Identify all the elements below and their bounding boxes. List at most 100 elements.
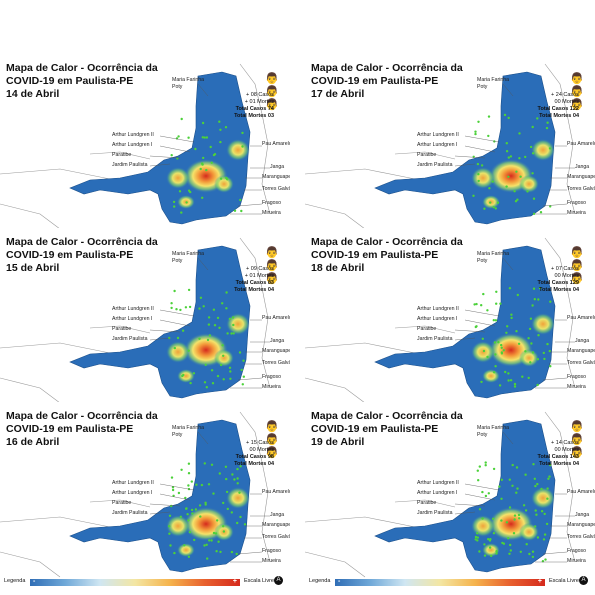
- case-point: [201, 136, 204, 139]
- case-point: [201, 196, 204, 199]
- case-point: [218, 326, 221, 329]
- case-point: [218, 120, 221, 123]
- legend-label: Legenda: [4, 578, 26, 584]
- north-arrow-icon: A: [274, 576, 283, 585]
- place-jardim-paulista: Jardim Paulista: [112, 162, 148, 168]
- case-point: [531, 304, 534, 307]
- place-arthur-lundgren-ii: Arthur Lundgren II: [417, 480, 459, 486]
- new-cases: + 14 Casos: [551, 440, 579, 446]
- case-points: [170, 117, 244, 214]
- case-point: [216, 316, 220, 320]
- case-point: [219, 140, 222, 144]
- case-point: [549, 205, 552, 208]
- place-mirueira: Mirueira: [567, 384, 586, 390]
- case-point: [483, 207, 486, 210]
- place-paratibe: Paratibe: [417, 326, 437, 332]
- case-point: [188, 305, 192, 309]
- case-point: [536, 383, 539, 387]
- place-paratibe: Paratibe: [112, 500, 132, 506]
- case-point: [222, 354, 225, 357]
- case-point: [536, 358, 540, 361]
- case-point: [185, 201, 188, 204]
- total-deaths: Total Mortes 03: [234, 113, 274, 119]
- case-point: [524, 350, 527, 353]
- case-point: [518, 132, 521, 135]
- case-point: [513, 518, 516, 521]
- case-point: [198, 504, 202, 507]
- place-jardim-paulista: Jardim Paulista: [112, 336, 148, 342]
- case-point: [543, 533, 547, 536]
- place-pau-amarelo: Pau Amarelo: [567, 141, 595, 147]
- case-point: [543, 512, 546, 516]
- case-point: [547, 477, 550, 480]
- place-jardim-paulista: Jardim Paulista: [112, 510, 148, 516]
- case-point: [218, 472, 221, 475]
- people-icon: 👨👨👨: [265, 247, 279, 285]
- new-deaths: + 01 Mortes: [244, 99, 274, 105]
- case-point: [532, 197, 536, 200]
- place-poty: Poty: [172, 84, 183, 90]
- place-fragoso: Fragoso: [567, 374, 587, 380]
- case-point: [228, 317, 232, 321]
- heat-map: [0, 411, 271, 578]
- case-point: [519, 550, 522, 553]
- case-point: [531, 172, 534, 175]
- place-fragoso: Fragoso: [262, 200, 282, 206]
- case-point: [496, 201, 500, 204]
- case-point: [507, 537, 510, 540]
- case-point: [241, 383, 244, 386]
- date-text: 14 de Abril: [6, 88, 60, 100]
- case-point: [476, 536, 479, 539]
- case-point: [232, 332, 235, 335]
- case-point: [483, 543, 486, 546]
- case-point: [217, 540, 220, 543]
- place-maranguape: Maranguape I: [262, 348, 290, 354]
- case-point: [486, 309, 489, 312]
- case-point: [193, 538, 196, 542]
- case-point: [510, 316, 513, 320]
- case-point: [505, 185, 508, 188]
- case-point: [222, 525, 225, 528]
- case-point: [208, 539, 211, 542]
- place-mirueira: Mirueira: [262, 210, 281, 216]
- place-maranguape: Maranguape I: [567, 522, 595, 528]
- case-point: [478, 508, 482, 511]
- case-points: [168, 288, 245, 389]
- case-point: [486, 355, 489, 359]
- case-point: [212, 531, 216, 535]
- place-fragoso: Fragoso: [567, 548, 587, 554]
- case-point: [495, 290, 498, 293]
- case-point: [500, 346, 503, 349]
- case-point: [531, 555, 535, 559]
- case-point: [548, 147, 552, 150]
- case-point: [542, 351, 545, 355]
- case-point: [184, 306, 188, 309]
- place-torres-galvao: Torres Galvão: [262, 186, 290, 192]
- leader-lines: [454, 257, 575, 389]
- place-maranguape: Maranguape I: [262, 522, 290, 528]
- case-point: [177, 491, 181, 495]
- case-point: [187, 288, 191, 292]
- case-point: [548, 475, 551, 478]
- map-title: Mapa de Calor - Ocorrência da COVID-19 e…: [6, 236, 176, 275]
- case-point: [507, 372, 510, 375]
- place-pau-amarelo: Pau Amarelo: [567, 315, 595, 321]
- case-point: [516, 198, 519, 201]
- case-point: [211, 382, 215, 385]
- case-point: [176, 157, 179, 160]
- case-point: [225, 307, 228, 310]
- place-mirueira: Mirueira: [567, 210, 586, 216]
- case-point: [505, 331, 508, 334]
- case-point: [534, 525, 537, 528]
- case-point: [534, 484, 537, 488]
- case-point: [494, 365, 497, 368]
- case-point: [200, 483, 204, 487]
- case-point: [173, 346, 176, 350]
- place-poty: Poty: [172, 432, 183, 438]
- people-icon: 👨👨👨: [265, 73, 279, 111]
- case-point: [508, 478, 511, 481]
- case-point: [239, 198, 242, 202]
- case-point: [544, 558, 547, 561]
- case-points: [473, 287, 552, 388]
- case-point: [531, 152, 535, 155]
